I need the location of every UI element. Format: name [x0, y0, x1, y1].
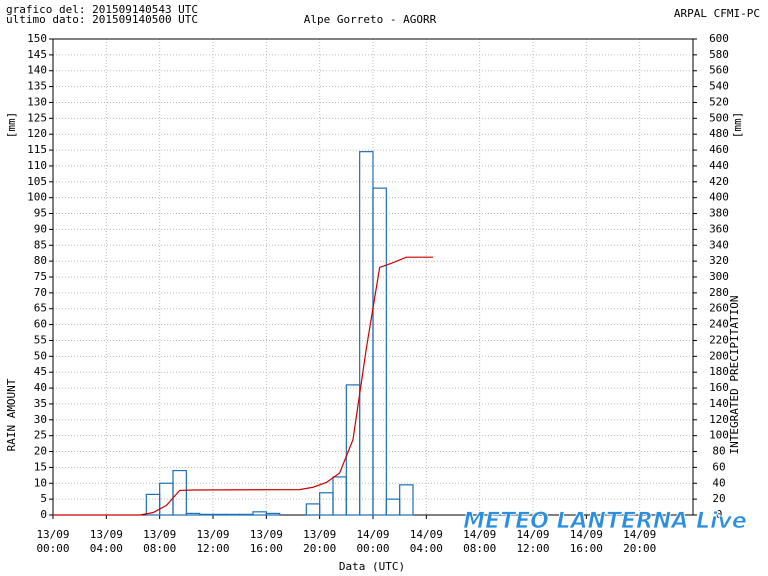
y-tick-label: 50: [34, 349, 47, 362]
y-axis-label: RAIN AMOUNT: [5, 378, 18, 451]
y2-tick-label: 460: [709, 143, 729, 156]
y-tick-label: 75: [34, 270, 47, 283]
header-line: ultimo dato: 201509140500 UTC: [6, 13, 198, 26]
y2-tick-label: 120: [709, 413, 729, 426]
y2-tick-label: 80: [712, 445, 725, 458]
y-tick-label: 0: [40, 508, 47, 521]
x-tick-label: 14/09 12:00: [516, 528, 549, 555]
y2-tick-label: 500: [709, 111, 729, 124]
y2-tick-label: 420: [709, 175, 729, 188]
y-unit: [mm]: [5, 112, 18, 139]
y-tick-label: 80: [34, 254, 47, 267]
bar: [265, 512, 281, 516]
y2-tick-label: 0: [716, 508, 723, 521]
y-tick-label: 5: [40, 492, 47, 505]
y-tick-label: 55: [34, 333, 47, 346]
y-tick-label: 130: [27, 95, 47, 108]
y-tick-label: 90: [34, 222, 47, 235]
bar: [239, 513, 254, 516]
bar: [199, 513, 214, 516]
x-tick-label: 13/09 08:00: [143, 528, 176, 555]
y-tick-label: 40: [34, 381, 47, 394]
header-right: ARPAL CFMI-PC: [674, 7, 760, 20]
y2-tick-label: 40: [712, 476, 725, 489]
y2-tick-label: 140: [709, 397, 729, 410]
cumulative-line: [53, 256, 433, 516]
y-tick-label: 15: [34, 460, 47, 473]
x-tick-label: 14/09 00:00: [356, 528, 389, 555]
y2-tick-label: 560: [709, 64, 729, 77]
y2-tick-label: 100: [709, 429, 729, 442]
x-tick-label: 14/09 20:00: [623, 528, 656, 555]
header-line: grafico del: 201509140543 UTC: [6, 3, 198, 16]
y-tick-label: 85: [34, 238, 47, 251]
y-tick-label: 100: [27, 191, 47, 204]
x-tick-label: 13/09 04:00: [90, 528, 123, 555]
y-tick-label: 25: [34, 429, 47, 442]
y2-tick-label: 520: [709, 95, 729, 108]
bar: [172, 469, 187, 516]
y2-tick-label: 220: [709, 333, 729, 346]
y2-tick-label: 160: [709, 381, 729, 394]
y2-tick-label: 580: [709, 48, 729, 61]
y-tick-label: 145: [27, 48, 47, 61]
y-tick-label: 45: [34, 365, 47, 378]
y-tick-label: 95: [34, 207, 47, 220]
y2-tick-label: 240: [709, 318, 729, 331]
y2-tick-label: 280: [709, 286, 729, 299]
y-tick-label: 120: [27, 127, 47, 140]
y2-tick-label: 340: [709, 238, 729, 251]
y2-tick-label: 480: [709, 127, 729, 140]
y2-tick-label: 320: [709, 254, 729, 267]
y-tick-label: 60: [34, 318, 47, 331]
y2-tick-label: 20: [712, 492, 725, 505]
y2-tick-label: 360: [709, 222, 729, 235]
y2-tick-label: 380: [709, 207, 729, 220]
y-tick-label: 35: [34, 397, 47, 410]
y2-tick-label: 400: [709, 191, 729, 204]
y2-tick-label: 440: [709, 159, 729, 172]
x-tick-label: 13/09 16:00: [250, 528, 283, 555]
bar: [225, 513, 241, 516]
y2-tick-label: 260: [709, 302, 729, 315]
y-tick-label: 135: [27, 80, 47, 93]
y2-tick-label: 540: [709, 80, 729, 93]
y-tick-label: 105: [27, 175, 47, 188]
bar: [399, 484, 414, 516]
y2-tick-label: 600: [709, 32, 729, 45]
y2-unit: [mm]: [731, 112, 744, 139]
bar: [212, 513, 227, 516]
x-tick-label: 13/09 20:00: [303, 528, 336, 555]
y-tick-label: 125: [27, 111, 47, 124]
x-tick-label: 14/09 04:00: [410, 528, 443, 555]
watermark: METEO LANTERNA Live: [463, 509, 747, 534]
y-tick-label: 30: [34, 413, 47, 426]
bar: [372, 187, 387, 516]
y2-axis-label: INTEGRATED PRECIPITATION: [728, 296, 741, 455]
x-tick-label: 14/09 16:00: [570, 528, 603, 555]
y-tick-label: 150: [27, 32, 47, 45]
y-tick-label: 110: [27, 159, 47, 172]
y-tick-label: 10: [34, 476, 47, 489]
y2-tick-label: 200: [709, 349, 729, 362]
y-tick-label: 20: [34, 445, 47, 458]
x-tick-label: 13/09 12:00: [196, 528, 229, 555]
x-axis-label: Data (UTC): [339, 560, 405, 573]
y-tick-label: 65: [34, 302, 47, 315]
y-tick-label: 140: [27, 64, 47, 77]
x-tick-label: 13/09 00:00: [36, 528, 69, 555]
x-tick-label: 14/09 08:00: [463, 528, 496, 555]
y-tick-label: 70: [34, 286, 47, 299]
y2-tick-label: 60: [712, 460, 725, 473]
y-tick-label: 115: [27, 143, 47, 156]
chart-title: Alpe Gorreto - AGORR: [304, 13, 437, 26]
y2-tick-label: 180: [709, 365, 729, 378]
y2-tick-label: 300: [709, 270, 729, 283]
